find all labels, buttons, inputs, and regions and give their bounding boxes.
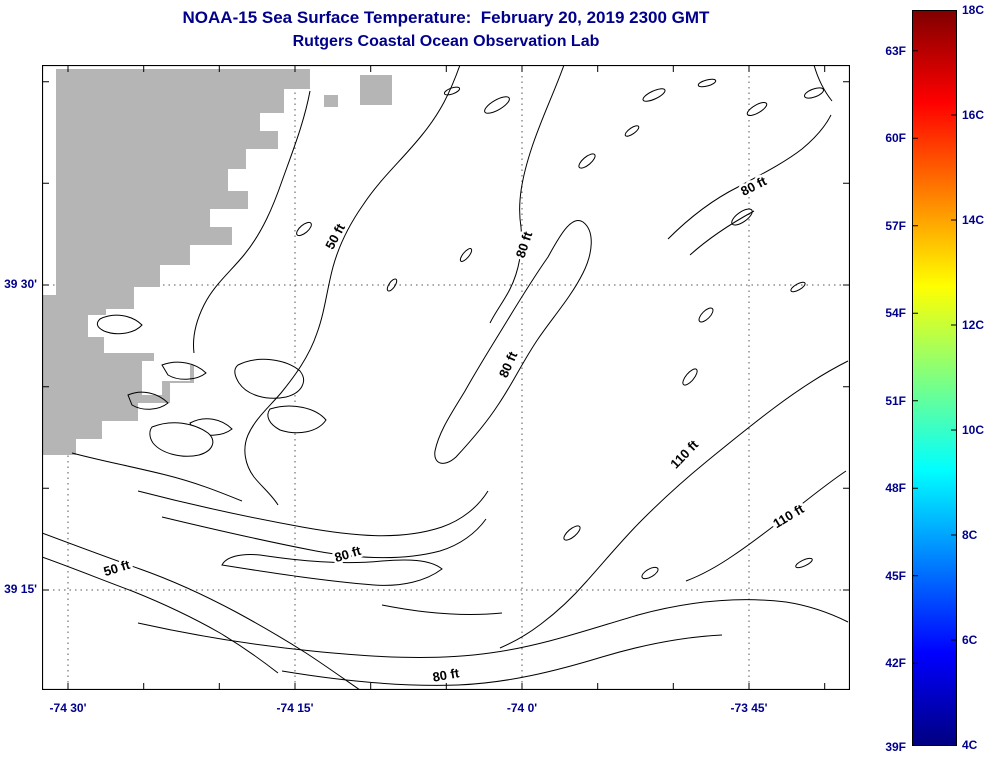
land-block	[324, 95, 338, 107]
x-tick-label-74-0: -74 0'	[506, 701, 538, 715]
contour-label-110ft: 110 ft	[667, 437, 701, 472]
axis-ticks	[42, 65, 850, 690]
contour-blobs	[296, 78, 824, 580]
contour-80ft-upper	[489, 65, 565, 324]
x-tick-label-74-15: -74 15'	[276, 701, 314, 715]
cb-label-63f: 63F	[885, 44, 906, 58]
cb-label-60f: 60F	[885, 131, 906, 145]
map-plot: 50 ft 80 ft 80 ft 80 ft 110 ft 110 ft 50…	[42, 65, 850, 690]
cb-label-16c: 16C	[962, 108, 985, 122]
colorbar	[912, 10, 957, 746]
cb-label-57f: 57F	[885, 219, 906, 233]
y-tick-label-39-30: 39 30'	[4, 277, 37, 291]
cb-label-14c: 14C	[962, 213, 985, 227]
cb-label-39f: 39F	[885, 740, 906, 754]
cb-label-12c: 12C	[962, 318, 985, 332]
cb-label-42f: 42F	[885, 656, 906, 670]
colorbar-gradient	[912, 10, 957, 746]
cb-label-6c: 6C	[962, 633, 978, 647]
coastline-detail	[71, 90, 327, 502]
contour-50ft-lower	[42, 532, 361, 690]
contour-label-80ft: 80 ft	[431, 665, 461, 685]
land-mask	[42, 69, 392, 455]
contour-label-80ft: 80 ft	[333, 543, 364, 565]
cb-label-51f: 51F	[885, 394, 906, 408]
x-tick-label-74-30: -74 30'	[49, 701, 87, 715]
cb-label-8c: 8C	[962, 528, 978, 542]
cb-label-10c: 10C	[962, 423, 985, 437]
cb-label-48f: 48F	[885, 481, 906, 495]
cb-label-54f: 54F	[885, 306, 906, 320]
map-frame	[42, 65, 850, 690]
contour-80ft-topright	[667, 114, 832, 240]
contour-80ft-bottom	[137, 599, 849, 658]
contour-110ft-main	[499, 360, 849, 649]
contour-80ft-center	[434, 219, 592, 464]
contour-label-80ft: 80 ft	[513, 229, 536, 260]
contour-label-80ft: 80 ft	[738, 173, 769, 199]
figure-title: NOAA-15 Sea Surface Temperature: Februar…	[182, 8, 710, 27]
x-tick-label-73-45: -73 45'	[730, 701, 768, 715]
contour-label-110ft: 110 ft	[770, 501, 807, 531]
contour-labels: 50 ft 80 ft 80 ft 80 ft 110 ft 110 ft 50…	[99, 170, 809, 687]
depth-contours	[42, 65, 849, 690]
land-new-jersey	[42, 69, 310, 455]
cb-label-18c: 18C	[962, 3, 985, 17]
contour-110ft-right	[685, 470, 847, 582]
figure-subtitle: Rutgers Coastal Ocean Observation Lab	[292, 33, 600, 50]
colorbar-ticks	[912, 50, 957, 664]
y-tick-label-39-15: 39 15'	[4, 582, 37, 596]
contour-50ft-upper	[244, 65, 461, 506]
cb-label-4c: 4C	[962, 738, 978, 752]
contour-label-50ft: 50 ft	[102, 557, 133, 579]
cb-label-45f: 45F	[885, 569, 906, 583]
contour-80ft-lowerleft	[137, 490, 489, 537]
contour-label-80ft: 80 ft	[496, 349, 521, 380]
land-block	[360, 75, 392, 105]
